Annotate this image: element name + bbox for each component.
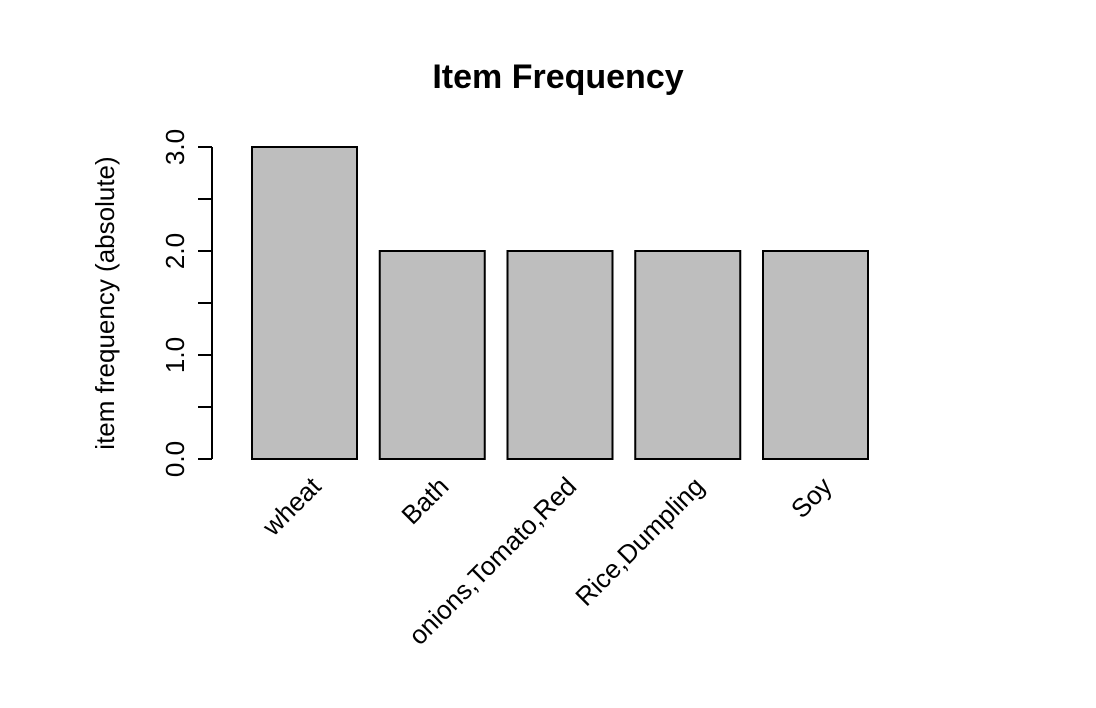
- y-tick-label: 0.0: [160, 441, 190, 477]
- bar-2: [506, 250, 614, 460]
- x-tick-label: Bath: [395, 471, 454, 530]
- x-tick-label: Rice,Dumpling: [569, 471, 710, 612]
- y-tick-label: 1.0: [160, 337, 190, 373]
- bar-4: [762, 250, 869, 460]
- chart-title: Item Frequency: [432, 58, 683, 96]
- y-axis-label: item frequency (absolute): [90, 156, 120, 449]
- y-tick-label: 2.0: [160, 233, 190, 269]
- bar-1: [378, 250, 486, 460]
- bar-0: [251, 146, 358, 460]
- bar-3: [634, 250, 742, 460]
- y-tick-label: 3.0: [160, 129, 190, 165]
- x-tick-label: Soy: [785, 471, 838, 524]
- y-axis: 0.0 1.0 2.0 3.0: [160, 129, 213, 477]
- bar-group: [251, 146, 869, 460]
- x-tick-label: wheat: [256, 470, 328, 542]
